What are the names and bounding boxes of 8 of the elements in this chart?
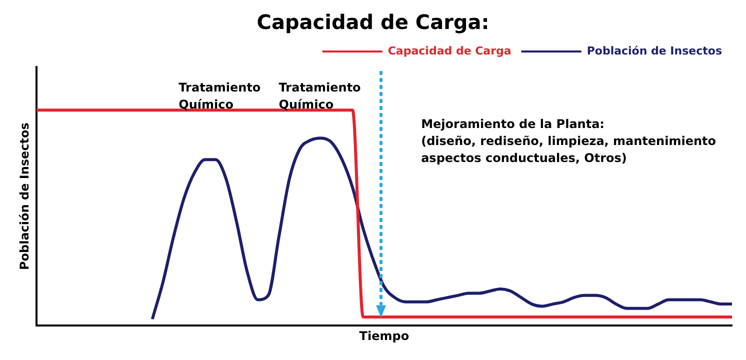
y-axis-title: Población de Insectos: [17, 122, 32, 270]
annotation: Tratamiento Químico: [178, 80, 261, 112]
chart-title: Capacidad de Carga:: [256, 10, 490, 34]
x-axis-title: Tiempo: [359, 328, 410, 343]
text: Capacidad de Carga: [388, 44, 512, 58]
annotation: Mejoramiento de la Planta: (diseño, rediseño, limpieza, mantenimiento aspectos conductuales, Otros): [421, 116, 716, 165]
annotation: Tratamiento Químico: [278, 80, 361, 112]
text: Población de Insectos: [586, 44, 722, 58]
